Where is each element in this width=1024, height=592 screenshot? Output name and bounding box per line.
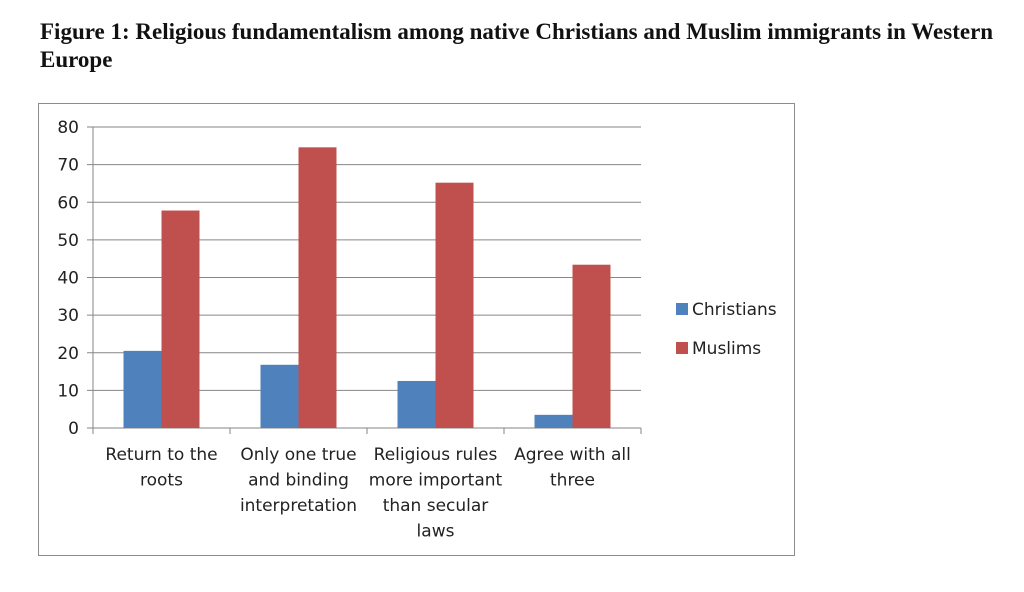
y-tick-label: 30 (57, 306, 79, 326)
x-category-label-line: roots (140, 471, 183, 491)
x-category-label-line: than secular (383, 496, 489, 516)
legend-label-muslims: Muslims (692, 339, 761, 359)
y-tick-label: 40 (57, 269, 79, 289)
bar-muslims (572, 264, 611, 428)
x-category-label-line: Only one true (240, 445, 356, 465)
legend-label-christians: Christians (692, 300, 777, 320)
bar-muslims (161, 210, 200, 428)
y-tick-label: 80 (57, 118, 79, 138)
x-category-label-line: and binding (248, 471, 349, 491)
bar-muslims (435, 182, 474, 428)
x-category-label: Return to the roots (105, 445, 217, 491)
x-category-label: Only one true and binding interpretation (240, 445, 357, 516)
x-category-label-line: Return to the (105, 445, 217, 465)
legend-swatch-christians (676, 303, 688, 315)
y-tick-label: 20 (57, 344, 79, 364)
bar-christians (123, 350, 162, 428)
x-category-label-line: three (550, 471, 595, 491)
y-tick-label: 60 (57, 193, 79, 213)
x-category-label-line: more important (369, 471, 503, 491)
x-category-label-line: interpretation (240, 496, 357, 516)
bar-muslims (298, 147, 337, 428)
bar-christians (397, 380, 436, 428)
y-tick-label: 70 (57, 156, 79, 176)
figure-title: Figure 1: Religious fundamentalism among… (40, 19, 994, 72)
x-category-label-line: Agree with all (514, 445, 631, 465)
bar-chart: 0 10 20 30 40 50 60 70 80 Return to the roots Only … (57, 118, 777, 542)
bar-christians (534, 414, 573, 428)
x-category-label-line: laws (417, 522, 455, 542)
x-category-label: Religious rules more important than secula… (369, 445, 503, 542)
y-tick-label: 50 (57, 231, 79, 251)
x-category-label: Agree with all three (514, 445, 631, 491)
legend-swatch-muslims (676, 342, 688, 354)
y-tick-label: 10 (57, 381, 79, 401)
y-tick-label: 0 (68, 419, 79, 439)
chart-area: 0 10 20 30 40 50 60 70 80 Return to the roots Only … (38, 103, 795, 556)
bar-christians (260, 364, 299, 428)
x-category-label-line: Religious rules (374, 445, 498, 465)
